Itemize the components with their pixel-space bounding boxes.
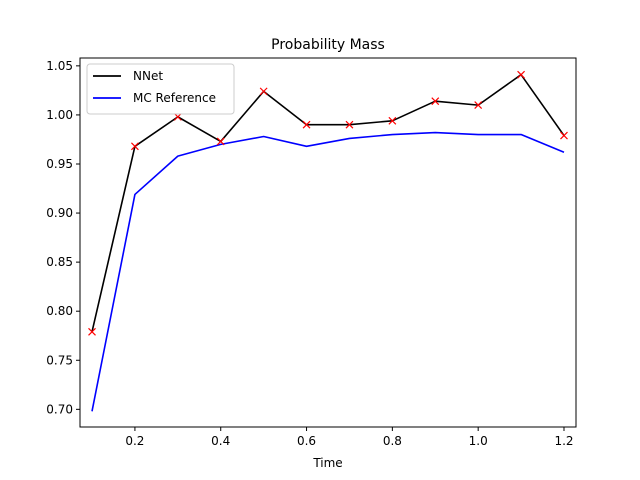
y-tick-label: 0.70 — [46, 402, 73, 416]
data-point-nnet — [302, 120, 311, 129]
data-point-nnet — [88, 327, 96, 336]
x-tick-label: 0.4 — [211, 434, 230, 448]
x-tick-label: 1.0 — [469, 434, 488, 448]
y-tick-label: 0.90 — [46, 206, 73, 220]
y-tick-label: 0.85 — [46, 255, 73, 269]
data-point-nnet — [388, 116, 397, 125]
series-line-mc-reference — [91, 131, 565, 412]
series-line-nnet — [91, 73, 565, 332]
x-axis-label: Time — [312, 456, 342, 470]
data-point-nnet — [345, 120, 354, 129]
legend-box — [86, 63, 235, 115]
legend-label-mc-reference: MC Reference — [133, 91, 216, 105]
legend-label-nnet: NNet — [133, 69, 163, 83]
data-point-nnet — [216, 137, 225, 146]
plot-frame — [79, 57, 577, 428]
data-point-nnet — [431, 97, 440, 106]
data-point-nnet — [173, 112, 182, 121]
x-tick-label: 1.2 — [554, 434, 573, 448]
data-point-nnet — [130, 142, 139, 151]
data-point-nnet — [560, 131, 568, 140]
data-point-nnet — [259, 87, 268, 96]
y-axis-ticks: 0.70 0.75 0.80 0.85 0.90 0.95 1.00 1.05 — [46, 59, 80, 416]
y-tick-label: 1.00 — [46, 108, 73, 122]
legend: NNet MC Reference — [86, 63, 235, 115]
x-axis-ticks: 0.2 0.4 0.6 0.8 1.0 1.2 — [125, 427, 574, 448]
y-tick-label: 0.80 — [46, 304, 73, 318]
data-point-nnet — [474, 101, 483, 110]
y-tick-label: 0.95 — [46, 157, 73, 171]
y-tick-label: 0.75 — [46, 353, 73, 367]
data-point-nnet — [517, 70, 526, 79]
series-layer — [88, 70, 568, 412]
chart-title: Probability Mass — [271, 37, 385, 53]
x-tick-label: 0.6 — [297, 434, 316, 448]
x-tick-label: 0.2 — [125, 434, 144, 448]
x-tick-label: 0.8 — [383, 434, 402, 448]
y-tick-label: 1.05 — [46, 59, 73, 73]
